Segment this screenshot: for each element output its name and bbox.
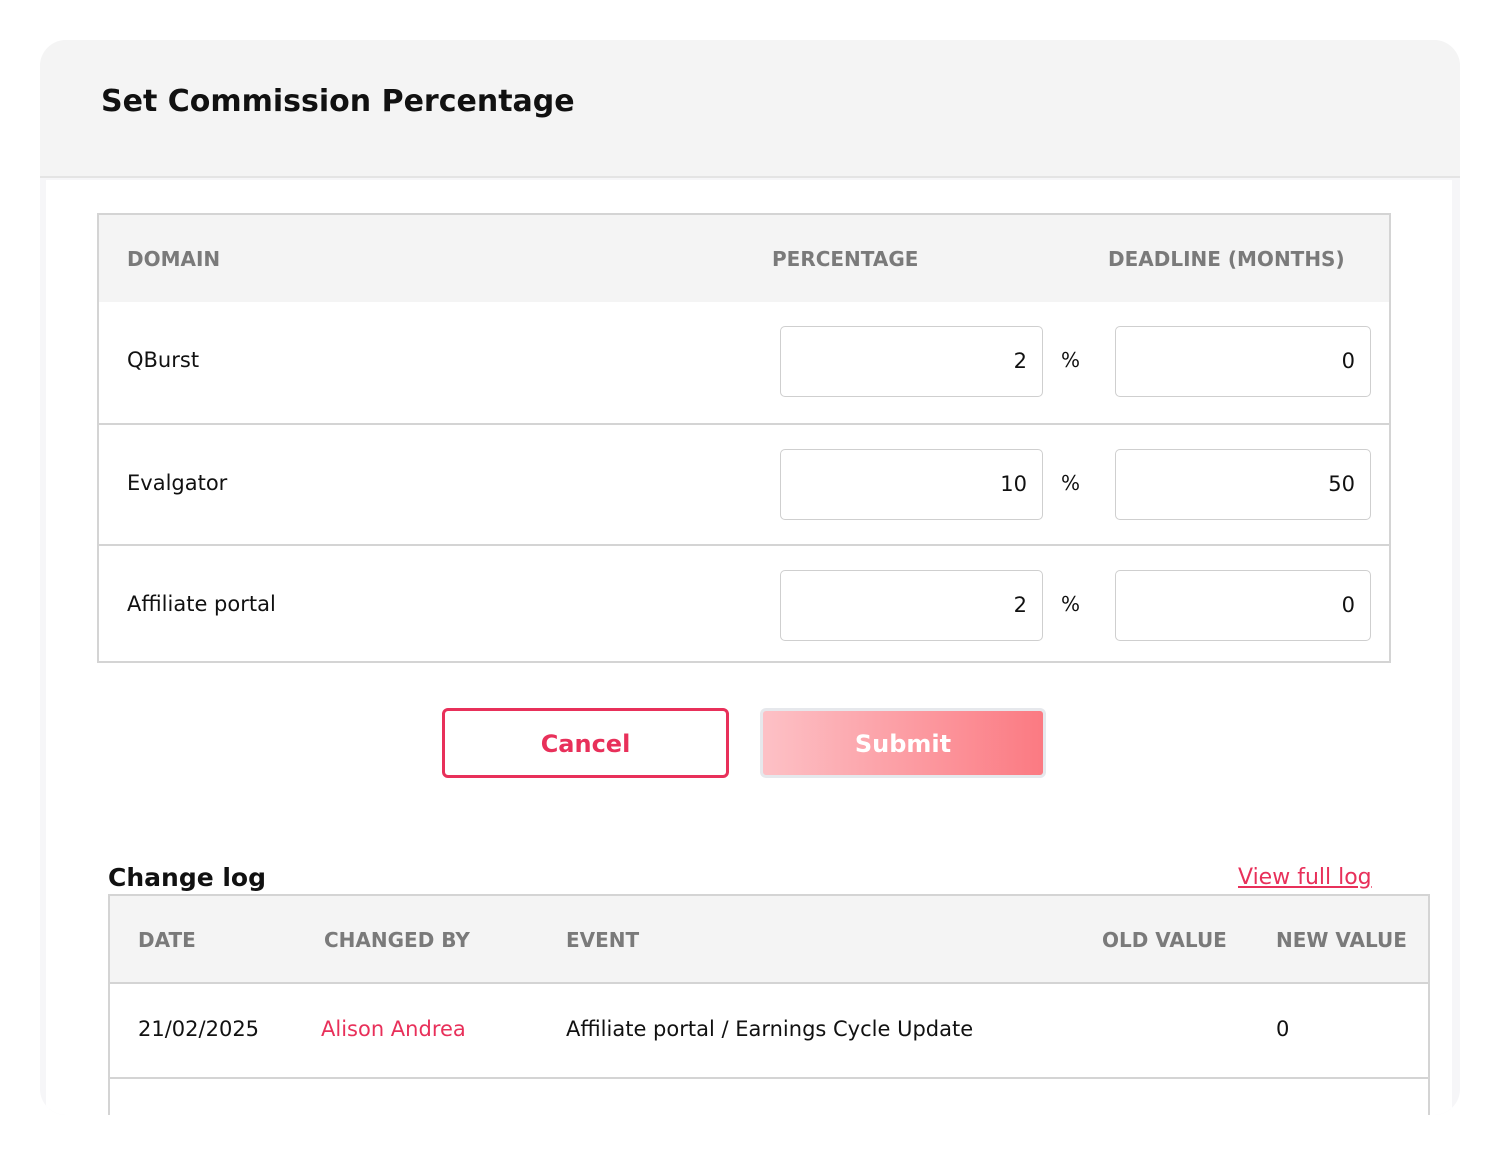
log-changed-by[interactable]: Alison Andrea [321,1017,466,1041]
percentage-input[interactable]: 2 [780,326,1043,397]
commission-table-header: DOMAIN PERCENTAGE DEADLINE (MONTHS) [99,215,1389,302]
table-row: 21/02/2025 Alison Andrea Affiliate porta… [110,984,1428,1079]
domain-name: QBurst [127,348,200,372]
table-row: Evalgator 10 % 50 [99,423,1389,544]
table-row: QBurst 2 % 0 [99,302,1389,423]
commission-table: DOMAIN PERCENTAGE DEADLINE (MONTHS) QBur… [97,213,1391,663]
page-title: Set Commission Percentage [101,84,575,119]
log-event: Affiliate portal / Earnings Cycle Update [566,1017,974,1041]
deadline-input[interactable]: 0 [1115,326,1371,397]
percent-symbol: % [1061,348,1081,372]
header-percentage: PERCENTAGE [772,247,919,271]
domain-name: Affiliate portal [127,592,276,616]
submit-button[interactable]: Submit [760,708,1046,778]
header-deadline: DEADLINE (MONTHS) [1108,247,1345,271]
header-old-value: OLD VALUE [1102,928,1227,952]
deadline-input[interactable]: 0 [1115,570,1371,641]
log-new-value: 0 [1276,1017,1290,1041]
cancel-button[interactable]: Cancel [442,708,729,778]
table-row: Affiliate portal 2 % 0 [99,544,1389,665]
log-date: 21/02/2025 [138,1017,260,1041]
change-log-title: Change log [108,863,267,892]
header-new-value: NEW VALUE [1276,928,1407,952]
header-domain: DOMAIN [127,247,221,271]
percent-symbol: % [1061,592,1081,616]
commission-dialog: Set Commission Percentage DOMAIN PERCENT… [40,40,1460,1115]
change-log-header: DATE CHANGED BY EVENT OLD VALUE NEW VALU… [110,896,1428,984]
view-full-log-link[interactable]: View full log [1238,865,1372,890]
header-date: DATE [138,928,196,952]
dialog-header: Set Commission Percentage [40,40,1460,178]
percent-symbol: % [1061,471,1081,495]
percentage-input[interactable]: 10 [780,449,1043,520]
header-changed-by: CHANGED BY [324,928,470,952]
deadline-input[interactable]: 50 [1115,449,1371,520]
domain-name: Evalgator [127,471,228,495]
header-event: EVENT [566,928,640,952]
percentage-input[interactable]: 2 [780,570,1043,641]
dialog-body: DOMAIN PERCENTAGE DEADLINE (MONTHS) QBur… [46,180,1452,1115]
change-log-table: DATE CHANGED BY EVENT OLD VALUE NEW VALU… [108,894,1430,1115]
